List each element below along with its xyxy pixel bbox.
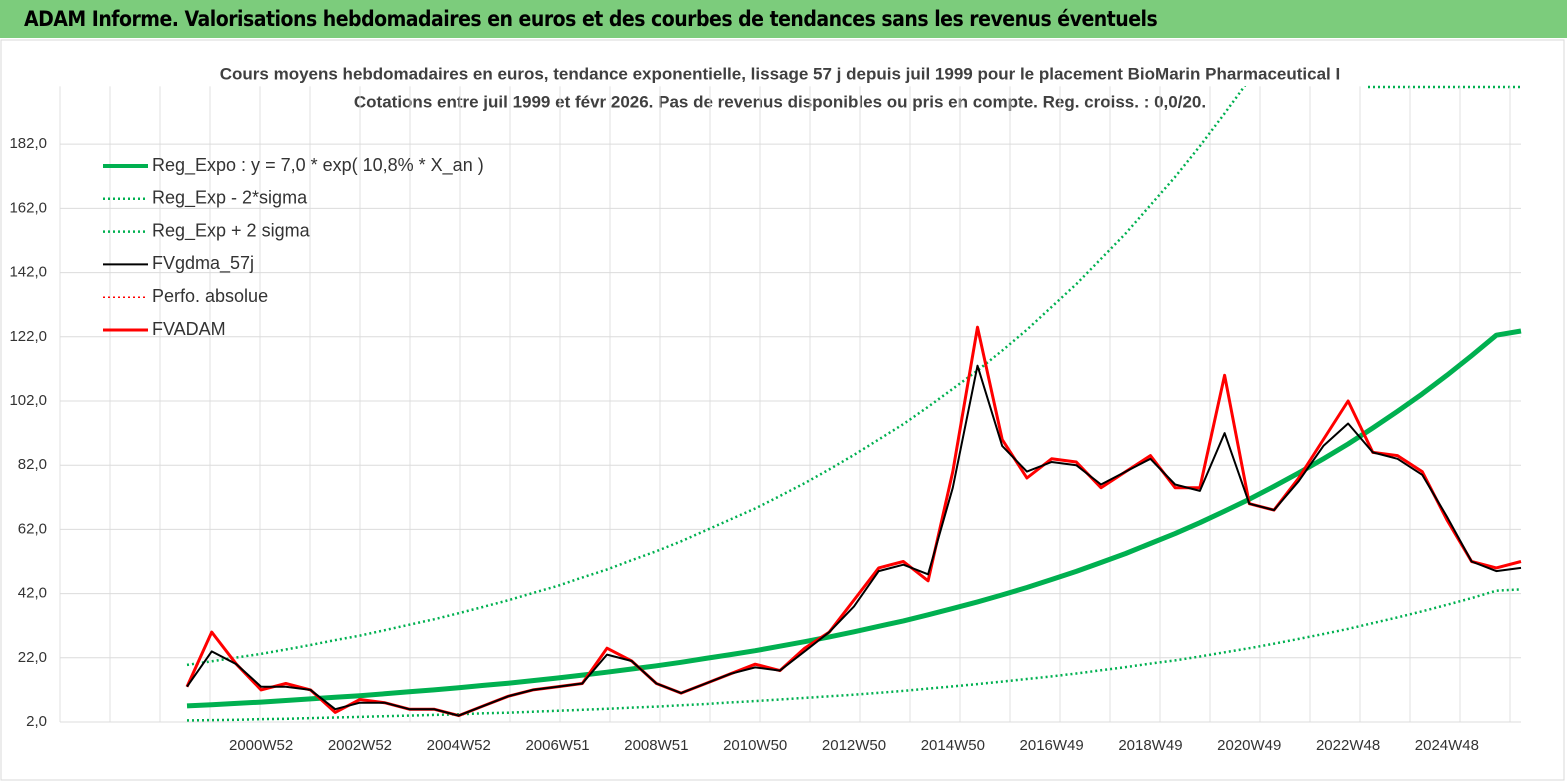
y-tick-label: 102,0 [9, 392, 47, 409]
legend-label: Reg_Exp - 2*sigma [152, 188, 308, 209]
series-line [186, 364, 1522, 717]
x-tick-label: 2002W52 [328, 737, 392, 754]
plot-area [185, 86, 1522, 722]
series-line [186, 328, 1522, 709]
x-tick-label: 2012W50 [822, 737, 886, 754]
y-tick-label: 142,0 [9, 264, 47, 281]
chart-frame [0, 39, 1565, 781]
x-tick-label: 2010W50 [723, 737, 787, 754]
legend-label: FVADAM [152, 319, 226, 339]
x-tick-label: 2008W51 [624, 737, 688, 754]
x-tick-label: 2006W51 [525, 737, 589, 754]
y-tick-label: 122,0 [9, 328, 47, 345]
header-title: ADAM Informe. Valorisations hebdomadaire… [0, 0, 1567, 38]
chart-subtitle: Cotations entre juil 1999 et févr 2026. … [354, 92, 1206, 111]
legend-label: FVgdma_57j [152, 253, 254, 274]
vertical-grid [59, 86, 1511, 722]
legend-label: Perfo. absolue [152, 286, 268, 306]
series-line [186, 86, 1247, 667]
y-tick-label: 42,0 [18, 585, 47, 602]
y-tick-label: 182,0 [9, 135, 47, 152]
x-tick-label: 2004W52 [427, 737, 491, 754]
y-tick-label: 22,0 [18, 649, 47, 666]
x-tick-label: 2000W52 [229, 737, 293, 754]
legend-label: Reg_Exp + 2 sigma [152, 220, 311, 241]
y-tick-label: 162,0 [9, 199, 47, 216]
x-tick-label: 2020W49 [1217, 737, 1281, 754]
chart-title: Cours moyens hebdomadaires en euros, ten… [220, 64, 1340, 83]
y-tick-label: 2,0 [26, 713, 47, 730]
x-tick-label: 2024W48 [1415, 737, 1479, 754]
legend-label: Reg_Expo : y = 7,0 * exp( 10,8% * X_an ) [152, 155, 484, 176]
y-tick-label: 62,0 [18, 520, 47, 537]
x-tick-label: 2018W49 [1118, 737, 1182, 754]
x-tick-label: 2014W50 [921, 737, 985, 754]
y-tick-label: 82,0 [18, 456, 47, 473]
x-tick-label: 2016W49 [1020, 737, 1084, 754]
x-tick-label: 2022W48 [1316, 737, 1380, 754]
series-line [186, 588, 1522, 722]
